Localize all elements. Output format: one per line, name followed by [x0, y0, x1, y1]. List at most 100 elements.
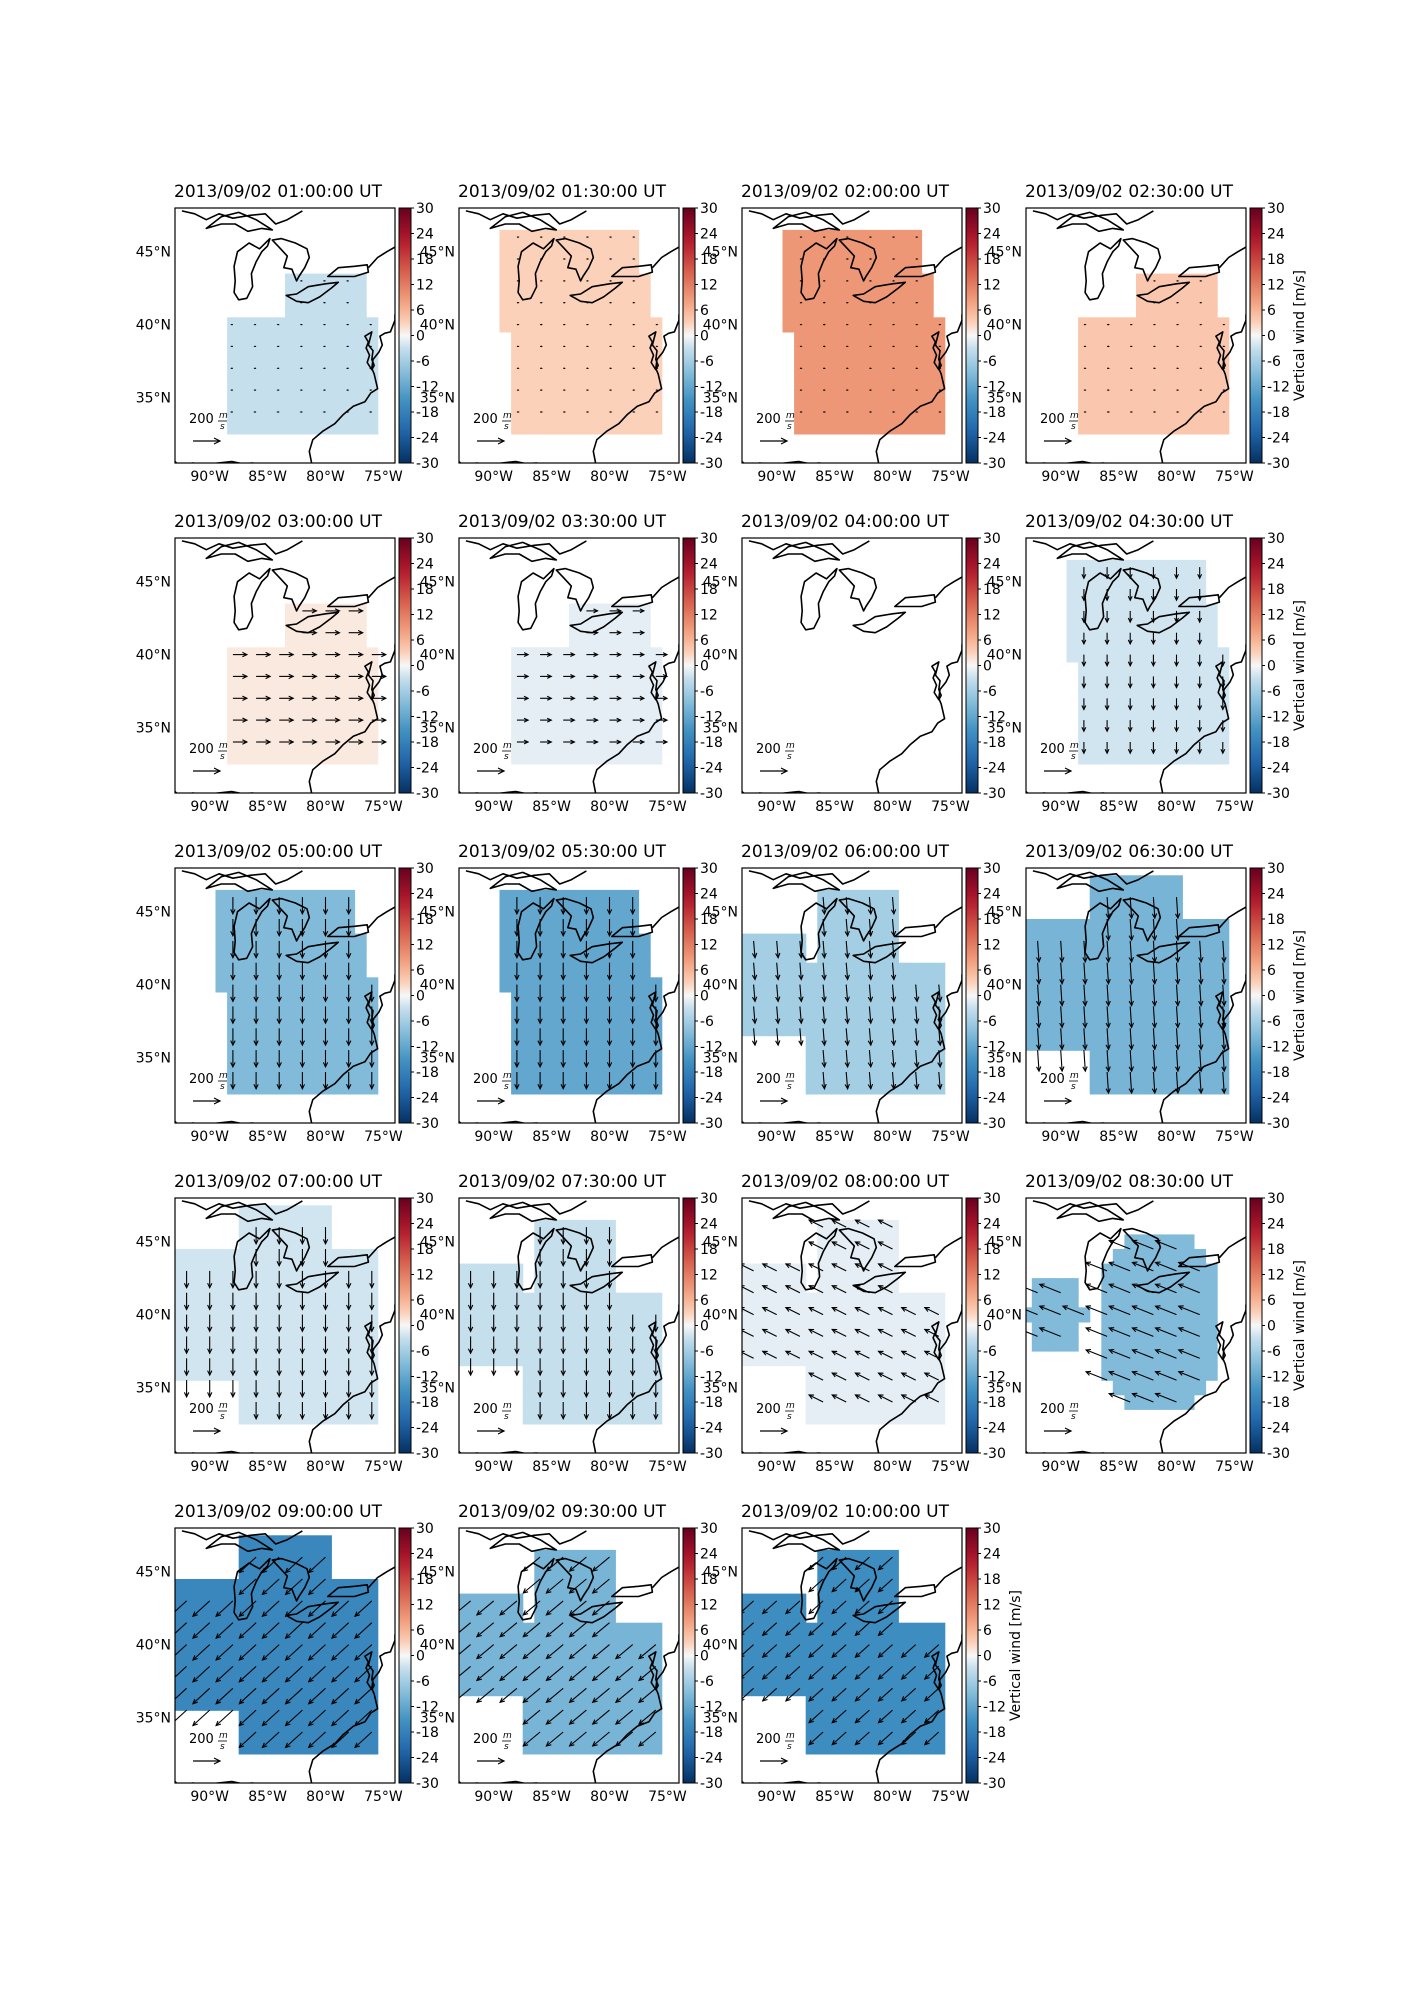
wind-cell: [638, 647, 651, 663]
wind-arrow: [891, 962, 895, 980]
wind-cell: [1182, 574, 1195, 590]
wind-arrow-head: [357, 739, 364, 745]
wind-cell: [638, 419, 651, 435]
panel-title: 2013/09/02 07:30:00 UT: [458, 1172, 667, 1192]
wind-cell: [592, 647, 605, 663]
wind-cell: [909, 1394, 923, 1410]
colorbar-tick: -12: [700, 1040, 723, 1056]
wind-arrow: [891, 1006, 895, 1024]
wind-cell: [296, 404, 309, 420]
wind-cell: [227, 749, 240, 765]
wind-cell: [875, 904, 888, 920]
wind-cell: [296, 273, 309, 289]
panel-title: 2013/09/02 02:30:00 UT: [1025, 182, 1234, 202]
wind-arrow: [878, 1241, 893, 1250]
wind-cell: [626, 390, 640, 406]
lake-outline: [852, 1271, 907, 1294]
wind-cell: [331, 1006, 344, 1022]
wind-arrow-head: [230, 952, 236, 959]
longitude-tick: 75°W: [648, 469, 687, 485]
wind-arrow: [742, 1308, 754, 1316]
wind-cell: [592, 302, 605, 318]
wind-cell: [1112, 404, 1125, 420]
coastline: [1026, 1120, 1107, 1123]
wind-cell: [331, 302, 344, 318]
latitude-tick: 45°N: [703, 575, 738, 591]
wind-cell: [261, 948, 274, 964]
wind-cell: [522, 1035, 535, 1051]
wind-cell: [615, 1021, 628, 1037]
wind-cell: [852, 302, 865, 318]
wind-cell: [354, 273, 367, 289]
wind-cell: [921, 302, 934, 318]
wind-cell: [319, 361, 332, 377]
wind-arrow-head: [299, 974, 305, 981]
wind-cell: [875, 889, 888, 906]
wind-arrow-head: [639, 674, 646, 679]
wind-cell: [522, 1365, 535, 1381]
wind-arrow-head: [823, 236, 826, 238]
wind-cell: [261, 375, 274, 391]
wind-arrow: [938, 984, 941, 1002]
colorbar-tick: 6: [416, 963, 425, 979]
wind-arrow-head: [346, 1414, 352, 1421]
wind-arrow: [1060, 1050, 1063, 1072]
wind-arrow-head: [560, 1282, 566, 1289]
wind-arrow: [855, 1372, 870, 1381]
wind-arrow-head: [630, 1348, 636, 1355]
wind-arrow: [1129, 1028, 1133, 1050]
wind-cell: [592, 1021, 605, 1037]
wind-cell: [238, 361, 251, 377]
wind-arrow-head: [537, 1326, 543, 1333]
wind-arrow-head: [844, 952, 850, 959]
wind-cell: [1136, 1006, 1149, 1022]
wind-cell: [459, 1263, 466, 1279]
wind-cell: [342, 618, 356, 634]
wind-cell: [615, 705, 628, 721]
wind-arrow-head: [923, 1307, 930, 1312]
wind-cell: [308, 1006, 321, 1022]
wind-cell: [1101, 1278, 1114, 1294]
wind-cell: [238, 749, 251, 765]
wind-arrow: [753, 984, 756, 1002]
wind-cell: [1078, 331, 1091, 348]
wind-cell: [192, 1249, 205, 1265]
wind-cell: [238, 705, 251, 721]
colorbar-tick: 18: [700, 252, 718, 268]
wind-cell: [1159, 404, 1172, 420]
latitude-tick: 45°N: [136, 1235, 171, 1251]
wind-cell: [1112, 705, 1125, 721]
wind-cell: [770, 1292, 784, 1308]
wind-cell: [626, 632, 640, 648]
wind-cell: [1031, 1307, 1044, 1323]
wind-cell: [1112, 419, 1125, 435]
wind-cell: [852, 361, 865, 377]
wind-arrow-head: [1105, 1066, 1111, 1073]
panel-title: 2013/09/02 03:00:00 UT: [174, 512, 383, 532]
wind-cell: [285, 1035, 298, 1051]
wind-cell: [1193, 419, 1207, 435]
wind-cell: [580, 419, 593, 435]
wind-arrow-head: [265, 673, 272, 680]
lake-outline: [1215, 661, 1226, 701]
wind-arrow-head: [299, 996, 305, 1003]
wind-cell: [1147, 390, 1160, 406]
wind-arrow-head: [890, 1062, 897, 1069]
lake-outline: [271, 237, 311, 282]
wind-arrow-head: [334, 673, 341, 680]
wind-cell: [817, 1351, 830, 1367]
wind-cell: [828, 419, 841, 435]
wind-arrow-head: [890, 930, 897, 938]
lake-outline: [489, 1201, 558, 1223]
wind-arrow: [891, 897, 895, 914]
wind-cell: [331, 1365, 344, 1381]
latitude-tick: 40°N: [987, 318, 1022, 334]
latitude-tick: 35°N: [703, 1380, 738, 1396]
wind-cell: [308, 705, 321, 721]
wind-arrow-head: [346, 1040, 352, 1047]
wind-cell: [261, 676, 274, 692]
wind-arrow-head: [1108, 1370, 1115, 1376]
wind-cell: [250, 720, 263, 736]
wind-arrow-head: [1200, 280, 1203, 282]
